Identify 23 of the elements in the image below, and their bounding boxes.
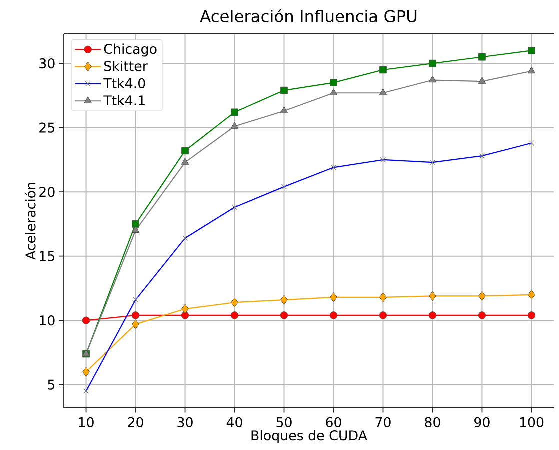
y-tick-label: 10 (40, 316, 55, 326)
x-tick-label: 60 (326, 417, 342, 428)
x-tick-label: 40 (226, 417, 242, 428)
x-tick-label: 10 (79, 417, 94, 428)
y-axis-title: Aceleración (24, 183, 36, 260)
x-tick-label: 50 (276, 417, 292, 428)
y-tick-label: 20 (40, 187, 55, 198)
legend-label: Skitter (104, 60, 148, 72)
y-tick-label: 25 (40, 122, 55, 133)
x-tick-label: 20 (128, 417, 144, 428)
y-tick-label: 30 (40, 58, 55, 69)
x-tick-label: 30 (178, 417, 193, 428)
x-tick-label: 70 (376, 417, 391, 428)
y-tick-label: 15 (40, 251, 55, 262)
x-tick-label: 100 (520, 417, 544, 428)
x-axis-title: Bloques de CUDA (252, 430, 368, 444)
y-tick-label: 5 (48, 380, 55, 390)
chart-title: Aceleración Influencia GPU (200, 9, 417, 23)
legend-label: Chicago (104, 44, 157, 57)
legend-label: Ttk4.0 (104, 78, 146, 88)
x-tick-label: 80 (425, 417, 440, 428)
x-tick-label: 90 (474, 417, 490, 428)
legend-label: Ttk4.1 (104, 95, 145, 106)
